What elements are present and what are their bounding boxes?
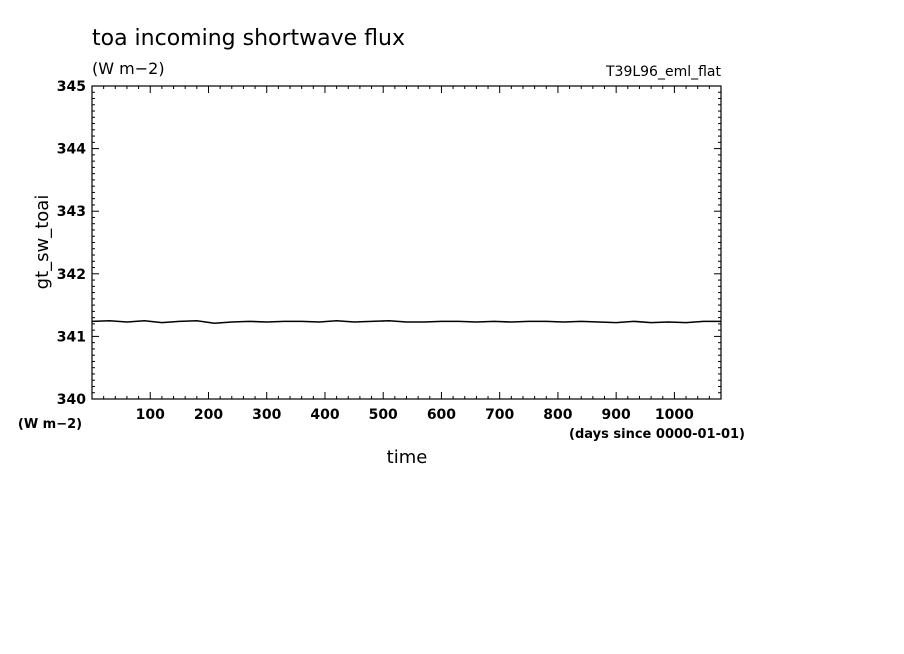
x-tick-label: 1000 [655,407,694,423]
y-tick-label: 344 [57,142,86,158]
x-axis-label: time [387,447,428,468]
x-tick-label: 900 [602,407,631,423]
x-tick-label: 800 [543,407,572,423]
x-tick-label: 600 [427,407,456,423]
y-tick-label: 341 [57,329,86,345]
x-tick-label: 100 [136,407,165,423]
plot-frame [91,85,722,400]
tick-labels: 100 200 300 400 500 600 700 800 900 1000 340 341 342… [57,79,694,423]
x-axis-units: (days since 0000-01-01) [569,427,745,442]
series-line [91,319,721,325]
y-tick-label: 342 [57,267,86,283]
run-name: T39L96_eml_flat [605,64,722,80]
x-tick-label: 400 [310,407,339,423]
y-tick-label: 343 [57,204,86,220]
x-tick-label: 700 [485,407,514,423]
y-tick-label: 340 [57,392,86,408]
y-axis-label: gt_sw_toai [32,195,53,290]
tick-marks [92,86,721,399]
chart-title: toa incoming shortwave flux [92,26,405,51]
y-tick-label: 345 [57,79,86,95]
y-axis-units: (W m−2) [18,417,82,432]
x-tick-label: 300 [252,407,281,423]
x-tick-label: 500 [369,407,398,423]
chart-subtitle: (W m−2) [92,59,165,78]
x-tick-label: 200 [194,407,223,423]
